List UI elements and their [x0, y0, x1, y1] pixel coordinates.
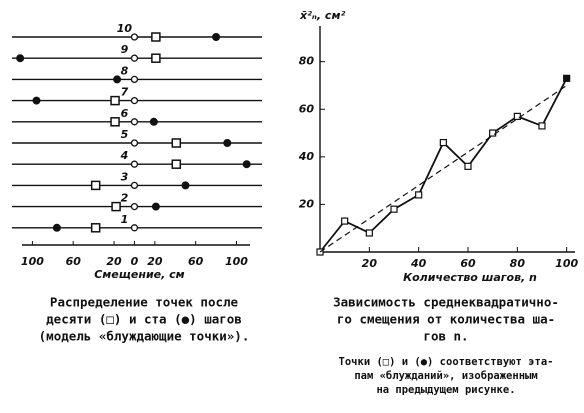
walk-label: 2	[121, 192, 129, 205]
x-tick-label: 20	[147, 255, 163, 268]
walk-label: 8	[121, 64, 129, 77]
square-marker	[110, 95, 120, 106]
dot-marker	[151, 202, 160, 211]
caption-right: го смещения от количества ша-	[337, 312, 555, 327]
caption-note: Точки (□) и (●) соответствуют эта-	[339, 356, 554, 368]
walk-label: 9	[121, 43, 129, 56]
point-marker	[390, 205, 398, 213]
x-tick-label: 100	[555, 257, 578, 270]
x-tick-label: 40	[410, 257, 427, 270]
y-axis-label: x̄²ₙ, см²	[299, 9, 345, 22]
caption-note: пам «блужданий», изображенным	[354, 370, 537, 382]
dot-marker	[242, 160, 251, 169]
start-marker	[130, 96, 139, 105]
y-tick-label: 40	[298, 150, 315, 163]
caption-right: Зависимость среднеквадратично-	[333, 295, 559, 310]
square-marker	[171, 138, 182, 148]
dot-marker	[181, 181, 190, 190]
point-marker	[489, 129, 497, 137]
x-tick-label: 60	[188, 255, 204, 268]
start-marker	[130, 54, 139, 62]
dot-marker	[149, 117, 158, 126]
walk-label: 3	[121, 170, 129, 183]
point-marker	[365, 229, 373, 237]
walk-label: 7	[121, 86, 129, 99]
caption-left: десяти (□) и ста (●) шагов	[46, 312, 242, 327]
dot-marker	[52, 223, 61, 232]
point-marker	[563, 74, 571, 82]
walk-label: 10	[117, 22, 133, 35]
x-tick-label: 80	[510, 257, 526, 270]
walk-label: 4	[120, 149, 129, 162]
dot-marker	[113, 75, 122, 84]
x-tick-label: 20	[362, 257, 378, 270]
walk-label: 6	[121, 107, 129, 120]
point-marker	[415, 191, 423, 199]
dot-marker	[32, 96, 41, 105]
x-tick-label: 60	[460, 257, 476, 270]
start-marker	[130, 118, 139, 126]
start-marker	[130, 181, 139, 190]
point-marker	[464, 162, 472, 170]
trend-line	[319, 84, 568, 253]
dot-marker	[16, 54, 25, 63]
data-line	[319, 77, 568, 253]
square-marker	[90, 180, 101, 191]
point-marker	[341, 217, 349, 225]
point-marker	[538, 122, 546, 130]
caption-left: (модель «блуждающие точки»).	[39, 329, 250, 344]
start-marker	[130, 160, 139, 168]
square-marker	[110, 117, 120, 127]
start-marker	[130, 75, 139, 84]
dot-marker	[223, 139, 232, 147]
x-tick-label: 60	[66, 255, 82, 268]
square-marker	[111, 201, 121, 212]
caption-left: Распределение точек после	[50, 295, 239, 310]
caption-right: гов n.	[423, 329, 468, 344]
x-tick-label: 0	[131, 255, 139, 268]
y-tick-label: 20	[299, 197, 315, 210]
point-marker	[439, 138, 447, 147]
point-marker	[513, 112, 521, 121]
square-marker	[151, 32, 161, 42]
caption-note: на предыдущем рисунке.	[376, 384, 515, 396]
x-tick-label: 100	[225, 255, 248, 268]
y-tick-label: 60	[299, 102, 315, 115]
x-tick-label: 20	[106, 255, 122, 268]
start-marker	[130, 202, 139, 211]
square-marker	[151, 53, 161, 63]
x-tick-label: 100	[21, 255, 44, 268]
x-axis-label: Смещение, см	[94, 268, 184, 281]
start-marker	[130, 33, 139, 41]
walk-label: 5	[121, 128, 129, 141]
walk-label: 1	[121, 213, 129, 226]
dot-marker	[212, 33, 221, 41]
y-tick-label: 80	[299, 55, 315, 68]
square-marker	[171, 159, 182, 169]
x-axis-label: Количество шагов, n	[403, 271, 537, 284]
start-marker	[130, 139, 139, 147]
start-marker	[130, 224, 139, 232]
square-marker	[90, 223, 101, 233]
